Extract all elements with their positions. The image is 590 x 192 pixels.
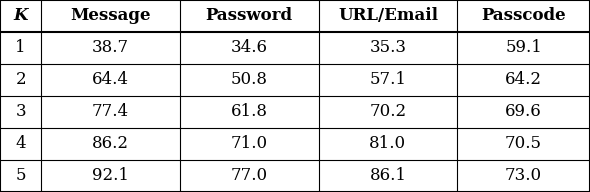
Text: 69.6: 69.6 <box>505 103 542 121</box>
Text: 86.2: 86.2 <box>92 136 129 152</box>
Text: 64.2: 64.2 <box>505 71 542 89</box>
Text: 77.0: 77.0 <box>231 167 268 185</box>
Text: 73.0: 73.0 <box>505 167 542 185</box>
Text: 4: 4 <box>15 136 26 152</box>
Text: 64.4: 64.4 <box>92 71 129 89</box>
Text: 50.8: 50.8 <box>231 71 268 89</box>
Text: Message: Message <box>70 7 151 25</box>
Text: 3: 3 <box>15 103 26 121</box>
Text: 70.5: 70.5 <box>505 136 542 152</box>
Text: 5: 5 <box>15 167 26 185</box>
Text: 2: 2 <box>15 71 26 89</box>
Text: Password: Password <box>206 7 293 25</box>
Text: 57.1: 57.1 <box>369 71 407 89</box>
Text: 1: 1 <box>15 40 26 56</box>
Text: 61.8: 61.8 <box>231 103 268 121</box>
Text: 34.6: 34.6 <box>231 40 268 56</box>
Text: 70.2: 70.2 <box>369 103 407 121</box>
Text: 59.1: 59.1 <box>505 40 542 56</box>
Text: 71.0: 71.0 <box>231 136 268 152</box>
Text: URL/Email: URL/Email <box>338 7 438 25</box>
Text: 35.3: 35.3 <box>369 40 407 56</box>
Text: 81.0: 81.0 <box>369 136 407 152</box>
Text: K: K <box>14 7 28 25</box>
Text: 92.1: 92.1 <box>92 167 129 185</box>
Text: 77.4: 77.4 <box>92 103 129 121</box>
Text: Passcode: Passcode <box>481 7 566 25</box>
Text: 86.1: 86.1 <box>369 167 407 185</box>
Text: 38.7: 38.7 <box>92 40 129 56</box>
